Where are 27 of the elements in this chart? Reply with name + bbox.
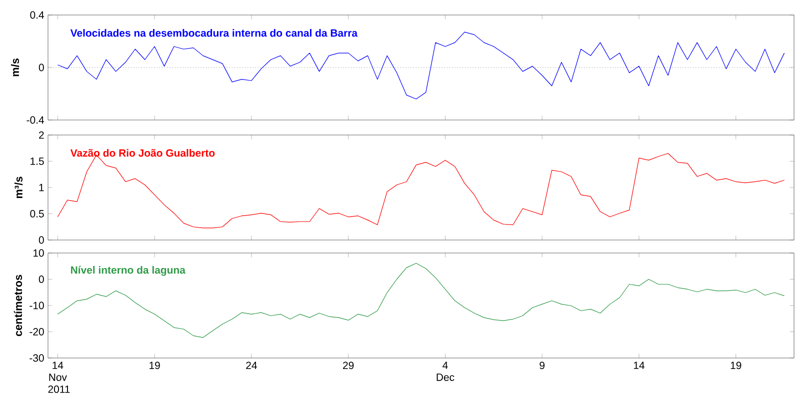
text: Vazão do Rio João Gualberto <box>70 149 215 157</box>
y-tick-label: 1.5 <box>30 158 44 165</box>
text: Nível interno da laguna <box>71 266 186 276</box>
y-tick-label: -0.4 <box>26 116 44 124</box>
x-tick-label: 19 <box>150 362 160 370</box>
y-tick-label: 0 <box>38 276 44 283</box>
text: Velocidades na desembocadura interna do canal da Barra <box>70 29 358 37</box>
y-axis-title: m³/s <box>14 176 23 198</box>
y-tick-label: 2 <box>39 131 44 139</box>
x-tick-label: 29 <box>343 362 354 370</box>
x-tick-label: 24 <box>246 362 257 369</box>
y-tick-label: 10 <box>33 249 44 257</box>
y-axis-title: centímetros <box>14 274 22 336</box>
y-tick-label: -10 <box>30 302 44 310</box>
y-tick-label: 0 <box>38 64 44 72</box>
y-tick-label: 0.4 <box>30 11 44 19</box>
x-tick-label: 4 Dec <box>436 362 454 381</box>
x-tick-label: 9 <box>540 362 545 370</box>
x-tick-label: 19 <box>730 362 742 370</box>
y-tick-label: 0 <box>38 236 44 244</box>
y-tick-label: 0.5 <box>30 210 44 218</box>
x-tick-label: 14 Nov 2011 <box>48 362 70 393</box>
y-tick-label: -30 <box>30 354 44 362</box>
y-axis-title: m/s <box>10 58 20 76</box>
y-tick-label: -20 <box>30 328 44 336</box>
x-tick-label: 14 <box>634 362 644 369</box>
y-tick-label: 1 <box>39 184 44 192</box>
